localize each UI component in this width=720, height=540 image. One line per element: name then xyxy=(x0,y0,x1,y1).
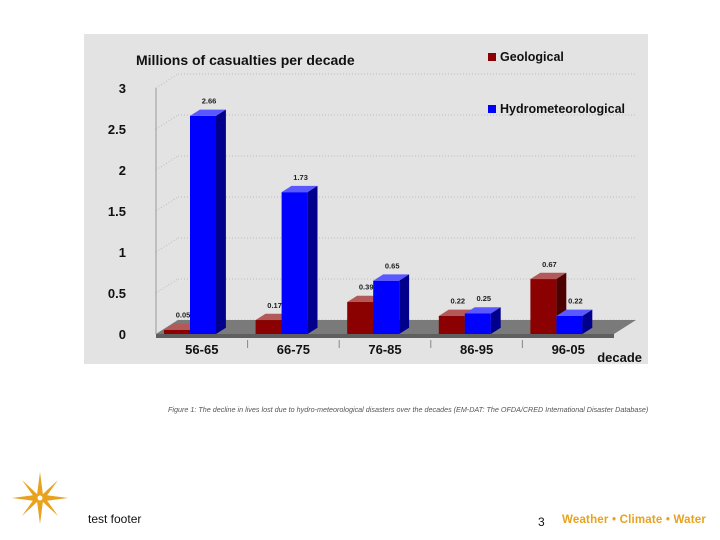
legend-label: Hydrometeorological xyxy=(500,102,625,116)
bar-front xyxy=(530,279,557,334)
legend-label: Geological xyxy=(500,50,564,64)
x-tick-label: 56-65 xyxy=(185,342,218,357)
gridline-depth xyxy=(155,196,179,212)
compass-star-icon xyxy=(10,470,70,531)
y-tick-label: 2.5 xyxy=(108,122,126,137)
gridline-depth xyxy=(155,237,179,253)
bar-top xyxy=(190,109,226,116)
bar-front xyxy=(373,280,400,334)
legend-swatch xyxy=(488,53,496,61)
chart-title: Millions of casualties per decade xyxy=(136,52,355,68)
x-axis-label: decade xyxy=(597,350,642,364)
footer-text: test footer xyxy=(88,512,142,526)
brand-tagline: Weather • Climate • Water xyxy=(562,514,707,526)
figure-caption: Figure 1: The decline in lives lost due … xyxy=(168,405,649,414)
bar-top xyxy=(556,309,593,316)
y-tick-label: 2 xyxy=(119,163,126,178)
bar-front xyxy=(556,315,583,334)
bar-front xyxy=(464,313,491,334)
chart-floor-edge xyxy=(156,334,614,338)
y-tick-label: 0.5 xyxy=(108,286,126,301)
gridline-depth xyxy=(155,73,179,89)
bar-front xyxy=(347,302,374,334)
bar-top xyxy=(530,272,567,280)
y-tick-label: 3 xyxy=(119,81,126,96)
bar-data-label: 0.65 xyxy=(385,261,400,270)
bar-data-label: 0.05 xyxy=(176,311,191,320)
legend-swatch xyxy=(488,105,496,113)
bar-top xyxy=(281,185,318,193)
page-number: 3 xyxy=(538,515,545,529)
bar-data-label: 0.39 xyxy=(359,283,374,292)
bar-front xyxy=(281,192,308,334)
bar-data-label: 0.22 xyxy=(450,297,465,306)
bar-data-label: 1.73 xyxy=(293,173,308,182)
gridline-depth xyxy=(155,278,179,294)
bar-data-label: 0.17 xyxy=(267,301,282,310)
bar-side xyxy=(216,109,226,334)
chart-panel: Millions of casualties per decade 0 0.5 1 1.… xyxy=(84,34,648,364)
bar-data-label: 0.22 xyxy=(568,297,583,306)
bar-side xyxy=(582,309,593,334)
bar-top xyxy=(464,307,501,314)
bar-data-label: 0.67 xyxy=(542,260,557,269)
x-tick-label: 96-05 xyxy=(552,342,585,357)
bar-side xyxy=(490,307,501,334)
bar-side xyxy=(399,274,410,334)
bar-front xyxy=(255,320,282,334)
bar-front xyxy=(190,115,216,334)
x-tick-label: 66-75 xyxy=(277,342,310,357)
gridline-depth xyxy=(155,155,179,171)
x-tick-label: 76-85 xyxy=(368,342,401,357)
y-tick-label: 0 xyxy=(119,327,126,342)
gridline-depth xyxy=(155,114,179,130)
bar-side xyxy=(307,185,318,334)
y-tick-label: 1.5 xyxy=(108,204,126,219)
x-tick-label: 86-95 xyxy=(460,342,493,357)
bar-front xyxy=(438,315,465,334)
y-tick-label: 1 xyxy=(119,245,126,260)
bar-data-label: 0.25 xyxy=(476,294,491,303)
bar-front xyxy=(164,329,190,334)
bar-data-label: 2.66 xyxy=(202,97,217,106)
bar-chart: Millions of casualties per decade 0 0.5 1 1.… xyxy=(108,50,642,364)
bar-top xyxy=(373,274,410,281)
